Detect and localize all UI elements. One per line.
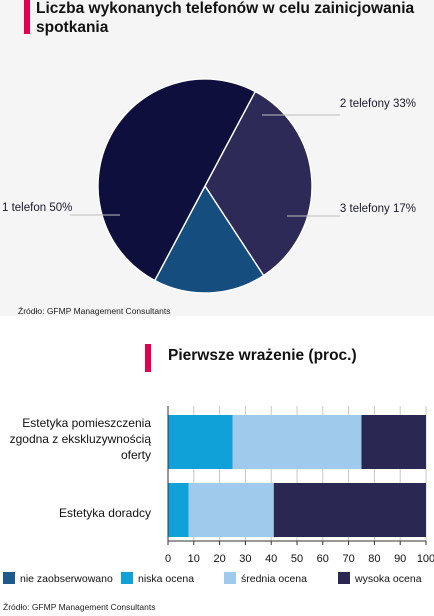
pie-slice-1-telefon-50 xyxy=(97,78,257,282)
bar-chart: 0 10 20 30 40 50 60 70 80 90 100 Estetyka pomieszcz… xyxy=(3,406,434,585)
x-tick-label: 70 xyxy=(342,553,354,565)
legend-swatch-nie-zaobserwowano xyxy=(3,572,15,584)
bar-segment-rednia-ocena xyxy=(232,415,362,469)
legend-label-niska-ocena: niska ocena xyxy=(138,573,194,585)
pie-source-note: Źródło: GFMP Management Consultants xyxy=(18,306,171,316)
x-tick-label: 80 xyxy=(368,553,380,565)
bar-segment-niska-ocena xyxy=(168,483,189,537)
legend-label-nie-zaobserwowano: nie zaobserwowano xyxy=(20,573,113,585)
title-accent-bar xyxy=(145,344,151,372)
legend-label-rednia-ocena: średnia ocena xyxy=(241,573,307,585)
bar-segment-niska-ocena xyxy=(168,415,233,469)
bar-segment-wysoka-ocena xyxy=(361,415,426,469)
x-tick-label: 90 xyxy=(394,553,406,565)
legend-label-wysoka-ocena: wysoka ocena xyxy=(354,573,422,585)
title-accent-bar xyxy=(24,0,30,34)
bar-chart-panel: Pierwsze wrażenie (proc.) 0 10 20 30 40 50 60 7… xyxy=(0,330,434,616)
x-tick-label: 100 xyxy=(417,553,434,565)
pie-slice-2-telefony-33 xyxy=(204,90,313,277)
pie-label-1-telefon-50: 1 telefon 50% xyxy=(2,202,72,214)
x-tick-label: 40 xyxy=(265,553,277,565)
pie-chart-panel: Liczba wykonanych telefonów w celu zaini… xyxy=(2,0,416,316)
legend-swatch-wysoka-ocena xyxy=(338,572,350,584)
pie-slice-3-telefony-17 xyxy=(153,184,265,294)
x-tick-label: 20 xyxy=(213,553,225,565)
bar-segment-rednia-ocena xyxy=(188,483,274,537)
x-tick-label: 10 xyxy=(188,553,200,565)
bar-source-note: Źródło: GFMP Management Consultants xyxy=(3,602,156,612)
x-tick-label: 0 xyxy=(165,553,171,565)
legend-swatch-rednia-ocena xyxy=(224,572,236,584)
x-tick-label: 30 xyxy=(239,553,251,565)
bar-chart-title: Pierwsze wrażenie (proc.) xyxy=(168,347,357,364)
category-label-estetyka-pomieszczenia: Estetyka pomieszczenia zgodna z ekskluzyw… xyxy=(10,416,152,462)
pie-chart: 1 telefon 50% 2 telefony 33% 3 telefony 17… xyxy=(2,78,416,294)
pie-label-3-telefony-17: 3 telefony 17% xyxy=(340,203,416,215)
x-tick-label: 50 xyxy=(291,553,303,565)
category-label-estetyka-doradcy: Estetyka doradcy xyxy=(59,506,151,520)
pie-chart-title: Liczba wykonanych telefonów w celu zaini… xyxy=(36,0,415,36)
x-tick-label: 60 xyxy=(317,553,329,565)
legend-swatch-niska-ocena xyxy=(121,572,133,584)
bar-segment-wysoka-ocena xyxy=(273,483,426,537)
pie-label-2-telefony-33: 2 telefony 33% xyxy=(340,98,416,110)
